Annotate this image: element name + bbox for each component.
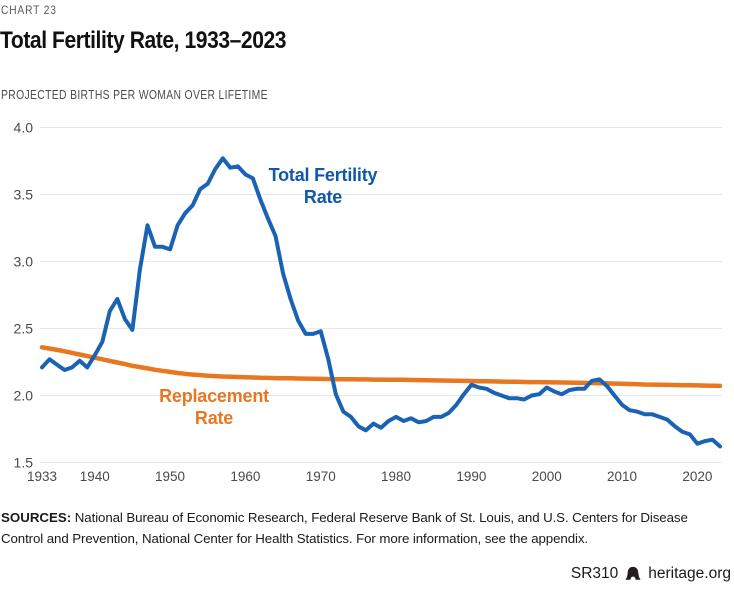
chart-subtitle-text: PROJECTED BIRTHS PER WOMAN OVER LIFETIME: [1, 87, 268, 102]
page-title-text: Total Fertility Rate, 1933–2023: [0, 27, 287, 54]
x-tick-label: 1960: [230, 469, 260, 484]
liberty-bell-icon: [625, 566, 641, 580]
report-footer: SR310 heritage.org: [571, 565, 731, 583]
tfr-line: [40, 156, 722, 449]
y-tick-label: 2.5: [14, 321, 34, 337]
replacement-series-label-line1: Replacement: [159, 386, 269, 406]
tfr-series-label-line2: Rate: [303, 186, 343, 207]
replacement-series-label: Replacement Rate: [134, 386, 294, 429]
replacement-line: [39, 345, 723, 389]
x-tick-label: 2000: [532, 469, 562, 484]
sources-line1: National Bureau of Economic Research, Fe…: [74, 510, 688, 526]
sources-line2: Control and Prevention, National Center …: [1, 531, 588, 547]
sources-note: SOURCES: National Bureau of Economic Res…: [1, 507, 734, 549]
chart-subtitle: PROJECTED BIRTHS PER WOMAN OVER LIFETIME: [1, 87, 335, 102]
chart-kicker: CHART 23: [1, 3, 67, 17]
x-tick-label: 1950: [155, 469, 185, 484]
y-tick-label: 2.0: [14, 388, 34, 404]
y-tick-label: 1.5: [14, 455, 34, 471]
chart-kicker-text: CHART 23: [1, 3, 57, 17]
x-tick-label: 2020: [682, 469, 712, 484]
replacement-series-label-line2: Rate: [194, 407, 234, 428]
x-tick-label: 1940: [80, 469, 110, 484]
x-tick-label: 1980: [381, 469, 411, 484]
y-tick-label: 3.5: [14, 187, 34, 203]
tfr-series-label: Total Fertility Rate: [243, 165, 403, 208]
x-tick-label: 1933: [27, 469, 57, 484]
y-tick-label: 3.0: [14, 254, 34, 270]
y-tick-label: 4.0: [14, 120, 34, 136]
chart-area: 4.0 3.5 3.0 2.5 2.0 1.5 1933 1940 1950 1960 1970 19…: [0, 110, 734, 490]
report-id: SR310: [570, 565, 619, 582]
site-url: heritage.org: [648, 565, 731, 582]
x-tick-label: 1990: [456, 469, 486, 484]
sources-label: SOURCES:: [1, 510, 72, 526]
tfr-series-label-line1: Total Fertility: [268, 165, 378, 185]
x-tick-label: 2010: [607, 469, 637, 484]
page-title: Total Fertility Rate, 1933–2023: [0, 27, 333, 55]
x-tick-label: 1970: [306, 469, 336, 484]
